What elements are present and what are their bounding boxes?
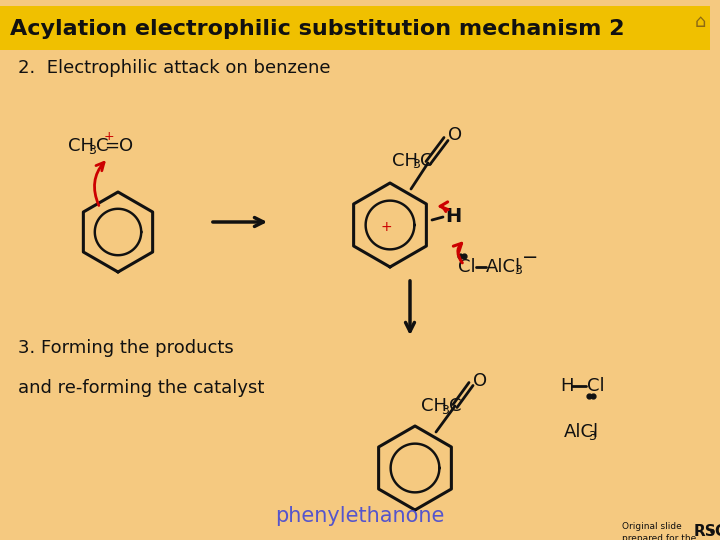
Text: CH: CH — [68, 137, 94, 155]
Text: C: C — [420, 152, 433, 170]
Text: Cl: Cl — [587, 377, 605, 395]
Text: +: + — [380, 220, 392, 234]
Text: AlCl: AlCl — [486, 258, 521, 276]
Text: 3: 3 — [514, 265, 522, 278]
Text: Acylation electrophilic substitution mechanism 2: Acylation electrophilic substitution mec… — [10, 19, 624, 39]
Text: •: • — [708, 526, 717, 540]
Text: C: C — [714, 524, 720, 539]
Text: O: O — [448, 126, 462, 144]
Text: −: − — [522, 247, 539, 267]
Text: C: C — [449, 397, 462, 415]
Text: CH: CH — [392, 152, 418, 170]
Text: =O: =O — [104, 137, 133, 155]
Text: ⌂: ⌂ — [694, 13, 706, 31]
Text: 3. Forming the products: 3. Forming the products — [18, 339, 234, 357]
Text: Cl: Cl — [458, 258, 476, 276]
Text: phenylethanone: phenylethanone — [275, 506, 444, 526]
Text: O: O — [473, 372, 487, 390]
Text: 3: 3 — [88, 144, 96, 157]
Text: H: H — [445, 207, 462, 226]
Text: C: C — [96, 137, 109, 155]
Text: 3: 3 — [588, 429, 596, 442]
Text: AlCl: AlCl — [564, 423, 599, 441]
Text: and re-forming the catalyst: and re-forming the catalyst — [18, 379, 264, 397]
Bar — [0, 6, 710, 50]
Text: CH: CH — [421, 397, 447, 415]
Text: Original slide
prepared for the: Original slide prepared for the — [622, 522, 696, 540]
Text: H: H — [560, 377, 574, 395]
Text: 3: 3 — [441, 403, 449, 416]
Text: RS: RS — [694, 524, 716, 539]
Text: 2.  Electrophilic attack on benzene: 2. Electrophilic attack on benzene — [18, 59, 330, 77]
Text: 3: 3 — [412, 159, 420, 172]
Text: +: + — [104, 130, 114, 143]
